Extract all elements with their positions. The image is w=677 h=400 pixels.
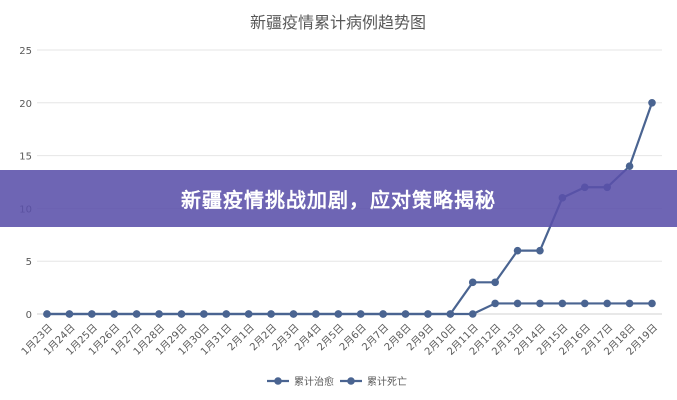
data-point <box>580 299 589 308</box>
data-point <box>468 310 477 318</box>
y-tick-label: 20 <box>19 99 32 110</box>
y-tick-label: 5 <box>26 257 32 268</box>
data-point <box>289 310 298 318</box>
data-point <box>88 310 96 318</box>
data-point <box>177 310 186 318</box>
legend-label: 累计死亡 <box>367 375 407 388</box>
data-point <box>424 310 432 318</box>
data-point <box>536 246 544 255</box>
data-point <box>536 299 544 308</box>
data-point <box>356 310 365 318</box>
data-point <box>222 310 231 318</box>
headline-text: 新疆疫情挑战加剧，应对策略揭秘 <box>181 188 496 212</box>
data-point <box>132 310 141 318</box>
data-point <box>625 299 634 308</box>
headline-banner: 新疆疫情挑战加剧，应对策略揭秘 <box>0 170 677 227</box>
data-point <box>648 299 656 308</box>
data-point <box>267 310 275 318</box>
legend-swatch-marker <box>347 377 355 385</box>
data-point <box>468 278 477 287</box>
data-point <box>43 310 51 318</box>
chart-title: 新疆疫情累计病例趋势图 <box>250 13 426 32</box>
data-point <box>446 310 455 318</box>
data-point <box>513 299 522 308</box>
data-point <box>491 278 499 287</box>
data-point <box>648 99 656 107</box>
data-point <box>200 310 208 318</box>
data-point <box>491 299 499 308</box>
data-point <box>155 310 163 318</box>
legend-label: 累计治愈 <box>294 375 334 388</box>
x-axis-ticks: 1月23日1月24日1月25日1月26日1月27日1月28日1月29日1月30日… <box>19 322 660 358</box>
data-point <box>625 162 634 170</box>
y-tick-label: 25 <box>19 46 32 57</box>
y-tick-label: 0 <box>26 310 32 321</box>
data-point <box>401 310 410 318</box>
data-point <box>110 310 119 318</box>
data-point <box>558 299 567 308</box>
data-point <box>244 310 253 318</box>
data-point <box>312 310 320 318</box>
data-point <box>513 246 522 255</box>
data-point <box>379 310 387 318</box>
legend-swatch-marker <box>274 377 282 385</box>
data-point <box>603 299 611 308</box>
series-line <box>47 302 652 316</box>
y-tick-label: 15 <box>19 152 32 163</box>
legend: 累计治愈 累计死亡 <box>267 375 407 388</box>
data-point <box>65 310 74 318</box>
data-point <box>334 310 343 318</box>
